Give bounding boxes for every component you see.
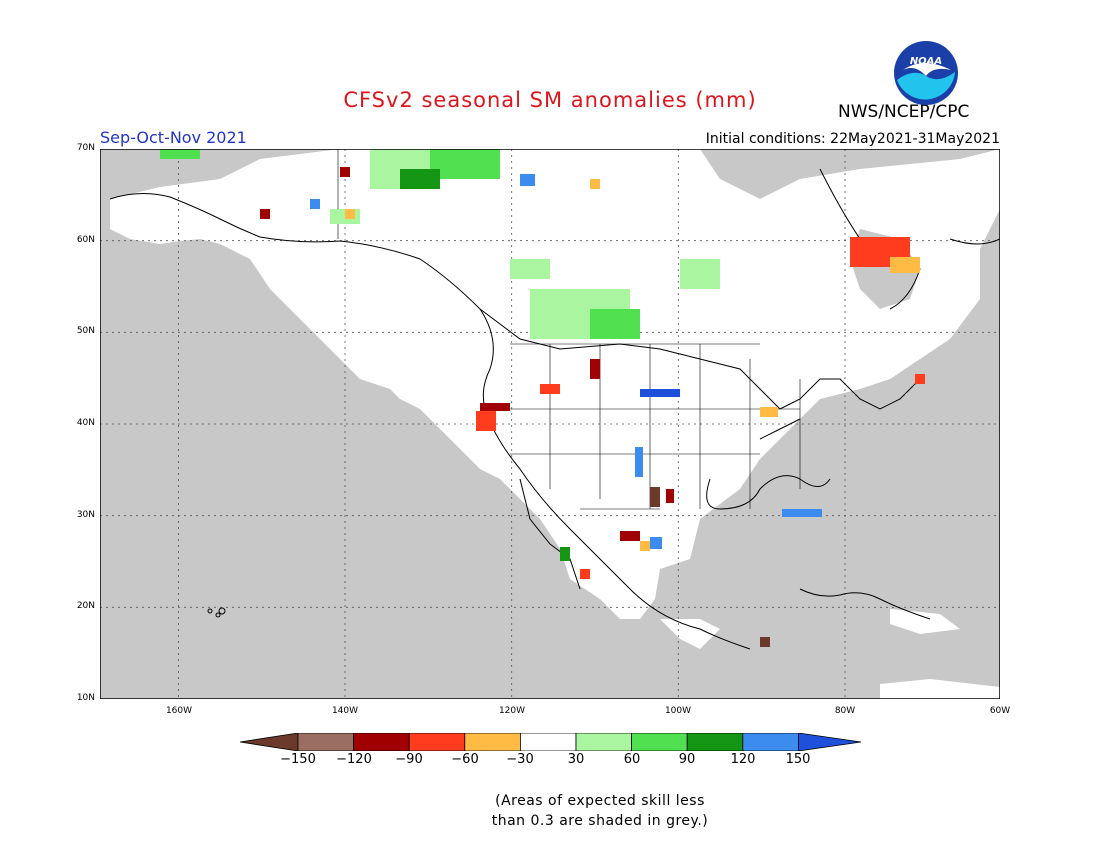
colorbar-bin — [686, 733, 744, 751]
initial-conditions-label: Initial conditions: 22May2021-31May2021 — [705, 131, 1000, 147]
colorbar — [240, 733, 862, 751]
lon-label-100w: 100W — [664, 706, 692, 716]
colorbar-label: −150 — [280, 752, 316, 767]
lon-label-140w: 140W — [331, 706, 359, 716]
colorbar-bin — [464, 733, 521, 751]
skill-note-line1: (Areas of expected skill less — [495, 793, 705, 809]
colorbar-label: −120 — [336, 752, 372, 767]
colorbar-low-arrow — [240, 733, 299, 751]
colorbar-bin — [575, 733, 632, 751]
colorbar-label: −60 — [451, 752, 479, 767]
skill-note: (Areas of expected skill less than 0.3 a… — [400, 791, 800, 831]
lat-label-50n: 50N — [76, 326, 95, 336]
lat-label-30n: 30N — [76, 510, 95, 520]
lon-label-80w: 80W — [834, 706, 856, 716]
colorbar-label: −90 — [395, 752, 423, 767]
colorbar-high-arrow — [798, 733, 862, 751]
skill-note-line2: than 0.3 are shaded in grey.) — [491, 813, 709, 829]
organization-label: NWS/NCEP/CPC — [838, 102, 970, 122]
colorbar-bin — [742, 733, 799, 751]
lon-label-160w: 160W — [165, 706, 193, 716]
colorbar-label: 120 — [730, 752, 756, 767]
colorbar-label: 90 — [678, 752, 696, 767]
colorbar-label: 150 — [785, 752, 811, 767]
lat-label-40n: 40N — [76, 418, 95, 428]
colorbar-label: −30 — [506, 752, 534, 767]
colorbar-bin — [519, 733, 577, 751]
colorbar-bin — [353, 733, 410, 751]
lat-label-70n: 70N — [76, 143, 95, 153]
anomaly-cells — [160, 149, 925, 647]
colorbar-label: 30 — [567, 752, 585, 767]
lat-label-10n: 10N — [76, 693, 95, 703]
lat-label-60n: 60N — [76, 235, 95, 245]
lon-label-60w: 60W — [989, 706, 1011, 716]
political-borders — [337, 149, 801, 510]
colorbar-bin — [297, 733, 354, 751]
noaa-logo: NOAA — [894, 41, 958, 105]
soil-moisture-map — [100, 149, 1000, 699]
logo-text: NOAA — [910, 56, 942, 67]
lon-label-120w: 120W — [498, 706, 526, 716]
colorbar-bin — [408, 733, 466, 751]
colorbar-bin — [631, 733, 688, 751]
colorbar-label: 60 — [623, 752, 641, 767]
season-label: Sep-Oct-Nov 2021 — [100, 128, 247, 147]
lat-label-20n: 20N — [76, 601, 95, 611]
map-title: CFSv2 seasonal SM anomalies (mm) — [343, 88, 757, 112]
